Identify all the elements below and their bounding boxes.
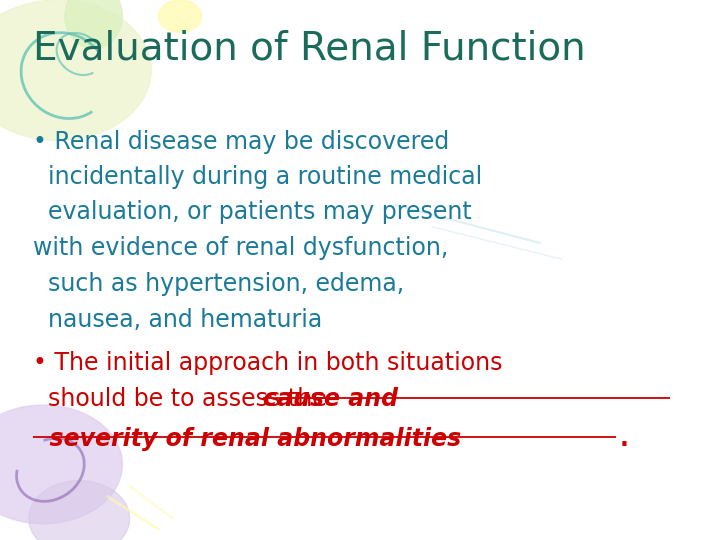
Text: evaluation, or patients may present: evaluation, or patients may present: [33, 200, 472, 224]
Text: with evidence of renal dysfunction,: with evidence of renal dysfunction,: [33, 236, 449, 260]
Text: incidentally during a routine medical: incidentally during a routine medical: [33, 165, 482, 188]
Text: • Renal disease may be discovered: • Renal disease may be discovered: [33, 130, 449, 153]
Text: .: .: [619, 427, 628, 450]
Circle shape: [0, 405, 122, 524]
Text: should be to assess the: should be to assess the: [33, 387, 334, 411]
Ellipse shape: [65, 0, 122, 49]
Text: such as hypertension, edema,: such as hypertension, edema,: [33, 272, 404, 295]
Text: • The initial approach in both situations: • The initial approach in both situation…: [33, 351, 503, 375]
Circle shape: [0, 0, 151, 140]
Ellipse shape: [158, 0, 202, 32]
Text: nausea, and hematuria: nausea, and hematuria: [33, 308, 323, 332]
Text: severity of renal abnormalities: severity of renal abnormalities: [33, 427, 462, 450]
Text: cause and: cause and: [263, 387, 397, 411]
Circle shape: [29, 481, 130, 540]
Text: Evaluation of Renal Function: Evaluation of Renal Function: [33, 30, 586, 68]
